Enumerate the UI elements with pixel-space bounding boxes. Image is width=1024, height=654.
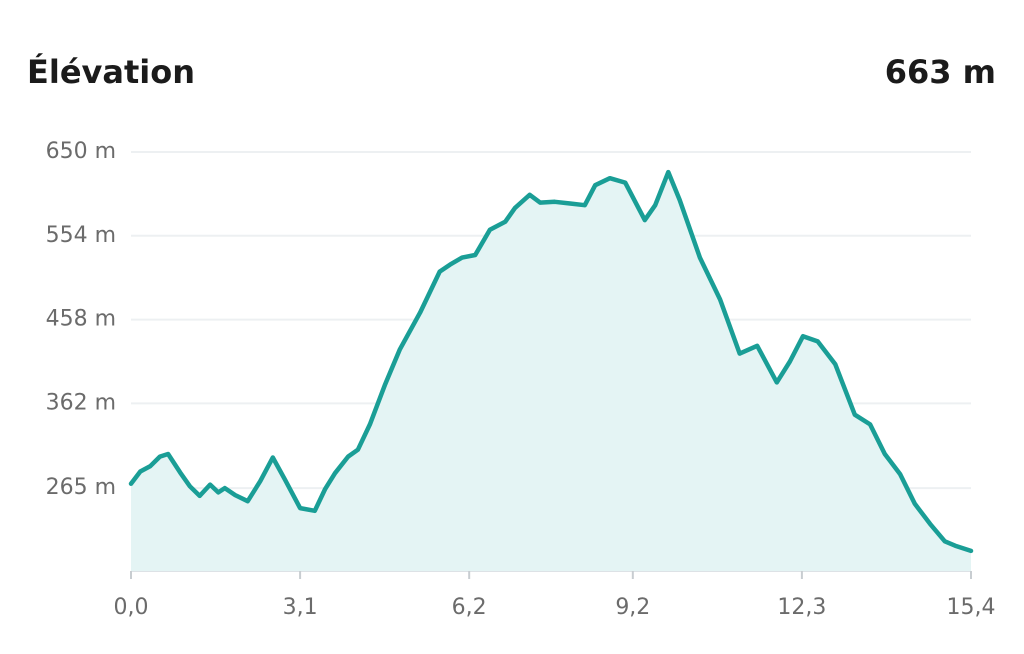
summary-value: 663 m: [885, 53, 996, 91]
x-tick-label: 3,1: [283, 595, 318, 620]
y-tick-label: 554 m: [46, 223, 116, 248]
x-tick-label: 9,2: [615, 595, 650, 620]
y-tick-label: 650 m: [46, 139, 116, 164]
x-tick-label: 12,3: [777, 595, 826, 620]
x-tick-label: 0,0: [114, 595, 149, 620]
x-tick-label: 15,4: [947, 595, 996, 620]
y-tick-label: 458 m: [46, 307, 116, 332]
y-tick-label: 362 m: [46, 390, 116, 415]
x-tick-label: 6,2: [452, 595, 487, 620]
y-tick-label: 265 m: [46, 475, 116, 500]
area-fill: [131, 172, 971, 571]
chart-title: Élévation: [27, 53, 195, 91]
elevation-line: [128, 169, 974, 554]
